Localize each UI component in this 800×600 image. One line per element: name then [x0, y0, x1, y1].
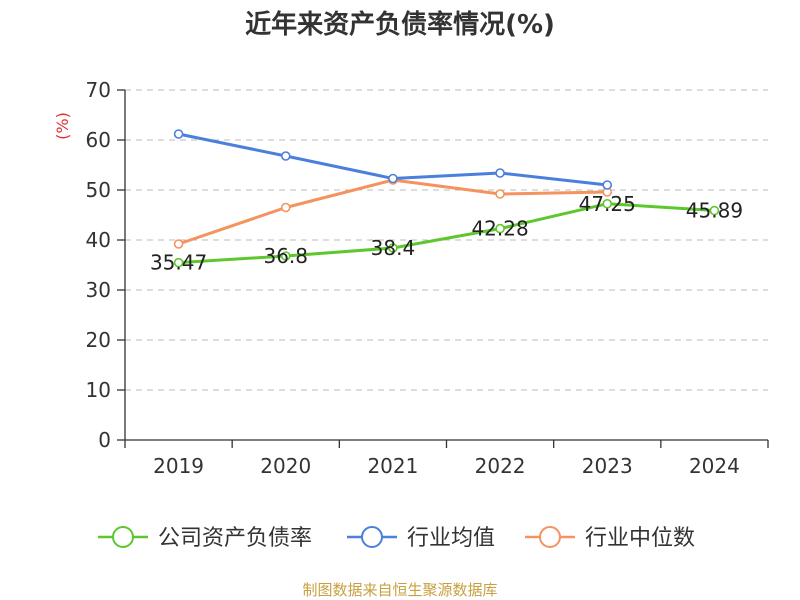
x-tick-label: 2023	[582, 454, 633, 478]
legend-marker-3	[539, 526, 561, 548]
data-label: 35.47	[150, 251, 207, 275]
series-2-point	[495, 168, 505, 178]
data-label: 42.28	[471, 217, 528, 241]
series-1-point	[709, 205, 720, 216]
y-tick-label: 0	[98, 428, 111, 452]
series-1-point	[602, 198, 613, 209]
series-line-1	[178, 202, 715, 265]
x-tick-label: 2022	[475, 454, 526, 478]
series-2-point	[388, 173, 398, 184]
y-tick-label: 40	[86, 228, 111, 252]
x-tick-label: 2020	[260, 454, 311, 478]
series-1-point	[173, 257, 184, 268]
series-1-point	[388, 243, 398, 253]
y-axis-unit-label: (%)	[53, 112, 72, 140]
data-label: 38.4	[371, 236, 416, 260]
y-tick-label: 10	[86, 378, 111, 402]
y-tick-label: 50	[86, 178, 111, 202]
legend-label-1: 公司资产负债率	[158, 526, 312, 551]
series-2-point	[280, 151, 291, 161]
data-label: 36.8	[263, 244, 308, 268]
x-tick-label: 2024	[689, 454, 740, 478]
series-1-point	[280, 251, 291, 261]
y-tick-label: 20	[86, 328, 111, 352]
legend-label-3: 行业中位数	[585, 526, 695, 551]
y-tick-label: 70	[86, 78, 111, 102]
y-tick-label: 60	[86, 128, 111, 152]
legend-marker-2	[361, 526, 383, 548]
y-tick-label: 30	[86, 278, 111, 302]
series-3-point	[173, 239, 184, 249]
x-tick-label: 2019	[153, 454, 204, 478]
series-2-point	[173, 129, 184, 139]
series-2-point	[602, 180, 613, 190]
chart-title: 近年来资产负债率情况(%)	[245, 10, 555, 40]
legend-label-2: 行业均值	[407, 526, 495, 551]
series-1-point	[495, 223, 505, 234]
source-note: 制图数据来自恒生聚源数据库	[302, 581, 498, 599]
series-3-point	[495, 189, 505, 199]
data-label: 45.89	[686, 199, 743, 223]
x-tick-label: 2021	[367, 454, 418, 478]
legend-marker-1	[112, 526, 134, 548]
data-label: 47.25	[579, 192, 636, 216]
series-3-point	[280, 202, 291, 213]
